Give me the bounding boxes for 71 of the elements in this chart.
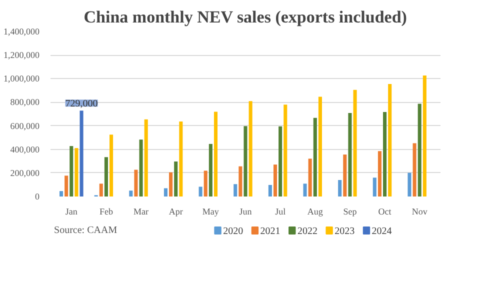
bar [268,184,272,196]
legend-label: 2020 [223,226,244,237]
bar [80,110,84,196]
bar [208,144,212,196]
y-tick-label: 600,000 [10,120,40,131]
bar [418,104,422,196]
y-tick-label: 200,000 [10,168,40,178]
source-note: Source: CAAM [54,225,118,236]
bar [353,90,357,196]
bar [104,157,108,196]
y-tick-label: 0 [35,192,40,202]
x-tick-label: Nov [412,206,428,216]
bar [139,140,143,196]
legend-label: 2022 [297,226,318,237]
x-tick-label: Oct [378,206,392,216]
x-tick-label: Sep [343,206,358,216]
bar [248,101,252,196]
bar [144,119,148,196]
bar [383,112,387,196]
x-tick-label: Jun [239,206,252,216]
bar [74,148,78,196]
bar [174,161,178,196]
bar [179,122,183,196]
y-tick-label: 1,000,000 [4,74,40,84]
y-tick-label: 800,000 [10,97,40,108]
bar [164,188,168,196]
bar [234,184,238,196]
bar [59,191,64,196]
legend-label: 2024 [372,226,392,237]
x-tick-label: Feb [99,206,114,216]
bar [348,113,352,196]
bar [169,172,173,196]
data-label: 729,000 [65,98,98,110]
bar [129,190,133,196]
x-tick-label: Apr [168,206,183,216]
bar [372,178,376,196]
bar [284,104,288,196]
bar [313,118,317,196]
bar [110,134,114,196]
y-tick-label: 1,200,000 [4,50,40,60]
bar [64,176,68,196]
bar [378,151,382,196]
y-tick-label: 1,400,000 [4,26,40,36]
x-tick-label: Aug [307,206,324,216]
bar [308,158,312,196]
bar [238,166,242,196]
bar [343,154,347,196]
bar [338,180,342,196]
bar [99,184,103,196]
x-tick-label: Jan [65,206,78,216]
bar [318,96,322,196]
chart-title: China monthly NEV sales (exports included) [84,8,407,26]
x-tick-label: May [202,206,220,216]
legend-label: 2023 [334,226,355,237]
bar [388,84,392,196]
y-tick-label: 400,000 [10,144,40,154]
bar [70,146,74,196]
bar [214,112,218,196]
x-tick-label: Mar [134,206,149,216]
bar [303,184,307,196]
bar [204,170,208,196]
bar [134,170,138,196]
legend-label: 2021 [260,226,280,237]
bar [412,143,416,196]
bar [273,164,278,196]
bar [408,172,412,196]
bar [422,75,426,196]
x-tick-label: Jul [275,206,286,216]
bar [244,126,248,196]
bar [198,186,202,196]
bar [278,126,282,196]
